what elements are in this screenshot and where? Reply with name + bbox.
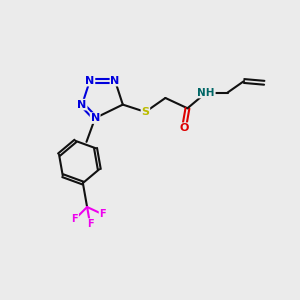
Text: N: N <box>91 113 100 123</box>
Text: N: N <box>85 76 94 86</box>
Text: O: O <box>179 123 189 133</box>
Text: F: F <box>99 209 106 219</box>
Text: S: S <box>141 107 149 117</box>
Text: N: N <box>77 100 87 110</box>
Text: N: N <box>110 76 120 86</box>
Text: NH: NH <box>197 88 215 98</box>
Text: F: F <box>87 219 93 229</box>
Text: F: F <box>72 214 78 224</box>
